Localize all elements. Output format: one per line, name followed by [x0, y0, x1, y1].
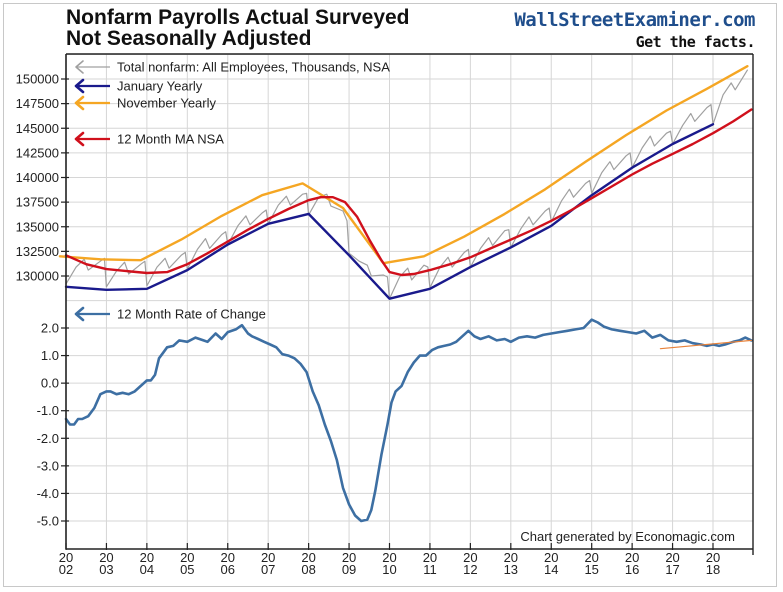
x-tick-label-top: 20 — [342, 550, 356, 565]
x-tick-label-bottom: 12 — [463, 562, 477, 577]
x-tick-label-bottom: 09 — [342, 562, 356, 577]
grid — [66, 53, 753, 549]
y-tick-label: 142500 — [16, 145, 59, 160]
y-tick-label: 135000 — [16, 219, 59, 234]
y-tick-label: 132500 — [16, 244, 59, 259]
chart-credit: Chart generated by Economagic.com — [520, 529, 735, 544]
x-tick-label-top: 20 — [544, 550, 558, 565]
x-tick-label-top: 20 — [706, 550, 720, 565]
y-tick-label: 1.0 — [41, 348, 59, 363]
x-tick-label-bottom: 07 — [261, 562, 275, 577]
legend-arrowhead-icon — [74, 95, 85, 111]
y-tick-label: 130000 — [16, 269, 59, 284]
x-tick-label-bottom: 11 — [423, 562, 437, 577]
brand-link[interactable]: WallStreetExaminer.com — [514, 9, 755, 31]
x-tick-label-top: 20 — [180, 550, 194, 565]
legend-arrowhead-icon — [75, 60, 84, 74]
series-total-nonfarm-line — [65, 69, 749, 300]
x-tick-label-bottom: 02 — [59, 562, 73, 577]
x-tick-label-top: 20 — [665, 550, 679, 565]
series-rate-of-change-line — [64, 318, 753, 523]
y-tick-label: -5.0 — [37, 514, 59, 529]
x-tick-label-top: 20 — [382, 550, 396, 565]
legend-label: 12 Month Rate of Change — [117, 307, 266, 322]
x-tick-label-top: 20 — [221, 550, 235, 565]
y-tick-label: -1.0 — [37, 403, 59, 418]
x-tick-label-bottom: 13 — [504, 562, 518, 577]
series-january-yearly-line — [64, 123, 715, 300]
legend-item-total: Total nonfarm: All Employees, Thousands,… — [75, 60, 390, 75]
x-tick-label-top: 20 — [140, 550, 154, 565]
y-tick-label: 137500 — [16, 195, 59, 210]
x-tick-label-top: 20 — [261, 550, 275, 565]
series-12-month-ma-line — [64, 108, 753, 277]
x-tick-label-bottom: 16 — [625, 562, 639, 577]
axes: 150000 147500 145000 142500 140000 137500 1350… — [16, 53, 754, 577]
x-tick-label-top: 20 — [584, 550, 598, 565]
y-tick-label: 140000 — [16, 170, 59, 185]
x-tick-label-bottom: 03 — [99, 562, 113, 577]
x-tick-label-top: 20 — [423, 550, 437, 565]
legend-label: November Yearly — [117, 96, 216, 111]
x-tick-label-top: 20 — [625, 550, 639, 565]
x-tick-label-bottom: 06 — [221, 562, 235, 577]
legend-arrowhead-icon — [74, 131, 85, 147]
y-tick-label: 150000 — [16, 72, 59, 87]
legend-label: January Yearly — [117, 79, 203, 94]
legend-item-roc: 12 Month Rate of Change — [74, 306, 266, 322]
series-november-yearly-line — [58, 64, 749, 265]
x-tick-label-top: 20 — [463, 550, 477, 565]
y-tick-label: -4.0 — [37, 486, 59, 501]
legend-label: 12 Month MA NSA — [117, 132, 224, 147]
x-tick-label-bottom: 17 — [665, 562, 679, 577]
y-tick-label: 2.0 — [41, 321, 59, 336]
x-tick-label-bottom: 14 — [544, 562, 558, 577]
legend-item-november: November Yearly — [74, 95, 216, 111]
chart-title-line2: Not Seasonally Adjusted — [66, 27, 312, 50]
x-tick-label-top: 20 — [504, 550, 518, 565]
brand-tagline: Get the facts. — [635, 33, 756, 51]
x-tick-label-bottom: 08 — [301, 562, 315, 577]
x-tick-label-top: 20 — [59, 550, 73, 565]
chart-title: Nonfarm Payrolls Actual Surveyed Not Sea… — [66, 7, 410, 49]
y-tick-label: 147500 — [16, 96, 59, 111]
series-layer — [58, 64, 753, 523]
y-tick-label: 0.0 — [41, 376, 59, 391]
legend-label: Total nonfarm: All Employees, Thousands,… — [117, 60, 390, 75]
legend-item-january: January Yearly — [74, 78, 203, 94]
y-tick-label: 145000 — [16, 121, 59, 136]
x-tick-label-bottom: 15 — [584, 562, 598, 577]
x-tick-label-top: 20 — [301, 550, 315, 565]
series-trend-line — [659, 339, 753, 350]
x-tick-label-bottom: 05 — [180, 562, 194, 577]
x-tick-label-bottom: 18 — [706, 562, 720, 577]
y-tick-label: -3.0 — [37, 458, 59, 473]
x-tick-label-top: 20 — [99, 550, 113, 565]
legend-arrowhead-icon — [74, 306, 85, 322]
legend-item-ma: 12 Month MA NSA — [74, 131, 224, 147]
chart-frame — [3, 3, 777, 587]
x-tick-label-bottom: 10 — [382, 562, 396, 577]
legend: Total nonfarm: All Employees, Thousands,… — [74, 60, 390, 322]
y-tick-label: -2.0 — [37, 431, 59, 446]
chart-title-line1: Nonfarm Payrolls Actual Surveyed — [66, 6, 410, 29]
legend-arrowhead-icon — [74, 78, 85, 94]
x-tick-label-bottom: 04 — [140, 562, 154, 577]
